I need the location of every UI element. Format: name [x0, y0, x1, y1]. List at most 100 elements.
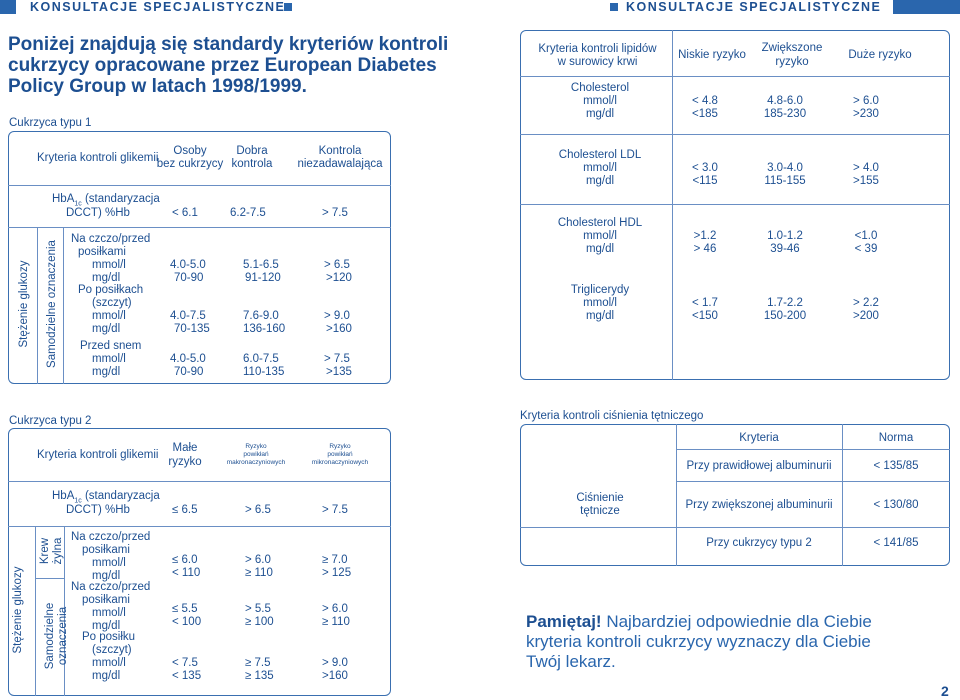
type1-row1-m-poor: > 6.5	[324, 259, 350, 271]
lipids-row4-m-low: < 1.7	[692, 297, 718, 309]
type2-row1-label-2: posiłkami	[82, 544, 130, 556]
header-left-square	[284, 3, 292, 11]
type2-low-header-2: ryzyko	[168, 456, 202, 468]
header-right-title: KONSULTACJE SPECJALISTYCZNE	[626, 0, 882, 14]
type2-row2-g-low: < 100	[172, 616, 202, 628]
bp-row2-label: Przy zwiększonej albuminurii	[685, 499, 833, 511]
type2-row3-label-1: Po posiłku	[82, 631, 136, 643]
type2-row1-m-micro: ≥ 7.0	[322, 554, 348, 566]
type2-row3-g-macro: ≥ 135	[245, 670, 274, 682]
lipids-row3-name: Cholesterol HDL	[557, 217, 643, 229]
type2-row1-label-4: mg/dl	[92, 570, 121, 582]
type2-side-self-label-1: Samodzielne	[44, 602, 56, 670]
type1-side-inner-label: Samodzielne oznaczenia	[46, 240, 58, 368]
bp-title: Kryteria kontroli ciśnienia tętniczego	[520, 410, 704, 422]
lipids-row3-g-mid: 39-46	[770, 243, 800, 255]
type1-side-outer-label: Stężenie glukozy	[18, 260, 30, 348]
type1-row1-m-good: 5.1-6.5	[243, 259, 279, 271]
type2-row3-m-micro: > 9.0	[322, 657, 348, 669]
bp-row2-value: < 130/80	[873, 499, 919, 511]
type2-hba-val-macro: > 6.5	[245, 504, 271, 516]
type2-micro-header-1: Ryzyko	[329, 443, 351, 450]
bp-row3-value: < 141/85	[873, 537, 919, 549]
lipids-row1-g-mid: 185-230	[763, 108, 807, 120]
lipids-row4-unit-g: mg/dl	[585, 310, 615, 322]
type1-head-divider	[8, 185, 391, 186]
bp-row-divider-2	[520, 527, 950, 528]
type1-row1-g-normal: 70-90	[174, 272, 204, 284]
type2-macro-header-2: powikłań	[243, 451, 269, 458]
type1-row3-g-good: 110-135	[243, 366, 285, 378]
type1-row3-label-4: mg/dl	[92, 366, 121, 378]
remember-bold: Pamiętaj!	[526, 612, 602, 631]
lipids-mid-header-2: ryzyko	[775, 56, 809, 68]
type2-row1-label-1: Na czczo/przed	[71, 531, 151, 543]
type2-low-header-1: Małe	[172, 442, 198, 454]
lipids-row4-unit-m: mmol/l	[583, 297, 617, 309]
type2-hba-divider	[8, 526, 391, 527]
type1-criteria-header: Kryteria kontroli glikemii	[37, 152, 159, 164]
lipids-row2-m-high: > 4.0	[853, 162, 879, 174]
type1-row2-label-3: mmol/l	[92, 310, 126, 322]
type1-row2-m-normal: 4.0-7.5	[170, 310, 206, 322]
type2-row1-label-3: mmol/l	[92, 557, 126, 569]
lipids-row1-unit-g: mg/dl	[585, 108, 615, 120]
bp-row1-value: < 135/85	[873, 460, 919, 472]
remember-line-3: Twój lekarz.	[526, 652, 616, 671]
lipids-low-header: Niskie ryzyko	[678, 49, 746, 61]
type1-good-header-2: kontrola	[231, 158, 273, 170]
lipids-row2-unit-g: mg/dl	[585, 175, 615, 187]
type1-row1-label-2: posiłkami	[78, 246, 126, 258]
type1-row3-m-normal: 4.0-5.0	[170, 353, 206, 365]
lipids-table	[520, 30, 950, 380]
type2-row2-label-4: mg/dl	[92, 620, 121, 632]
lipids-row4-name: Triglicerydy	[570, 284, 630, 296]
type1-side-divider-outer	[37, 227, 38, 384]
bp-side-label-1: Ciśnienie	[576, 492, 624, 504]
lipids-row4-m-mid: 1.7-2.2	[767, 297, 803, 309]
lipids-divider-2	[520, 204, 950, 205]
intro-text: Poniżej znajdują się standardy kryteriów…	[8, 34, 448, 97]
type1-row2-m-poor: > 9.0	[324, 310, 350, 322]
lipids-col-divider-1	[672, 30, 673, 380]
lipids-row3-m-high: <1.0	[854, 230, 878, 242]
type1-row1-label-4: mg/dl	[92, 272, 121, 284]
intro-line-3: Policy Group w latach 1998/1999.	[8, 76, 307, 97]
type2-row2-label-3: mmol/l	[92, 607, 126, 619]
type2-row2-m-micro: > 6.0	[322, 603, 348, 615]
lipids-row4-g-low: <150	[692, 310, 718, 322]
type1-normal-header-1: Osoby	[173, 145, 207, 157]
lipids-row1-name: Cholesterol	[570, 82, 630, 94]
lipids-row1-m-low: < 4.8	[692, 95, 718, 107]
lipids-divider-1	[520, 134, 950, 135]
bp-col-divider-2	[842, 424, 843, 566]
type1-row2-m-good: 7.6-9.0	[243, 310, 279, 322]
type1-row2-label-1: Po posiłkach	[78, 284, 144, 296]
lipids-row2-g-high: >155	[853, 175, 879, 187]
type1-row3-g-poor: >135	[326, 366, 352, 378]
type2-row2-g-macro: ≥ 100	[245, 616, 274, 628]
lipids-mid-header-1: Zwiększone	[761, 42, 823, 54]
lipids-row3-m-mid: 1.0-1.2	[767, 230, 803, 242]
header-left-title: KONSULTACJE SPECJALISTYCZNE	[30, 0, 286, 14]
lipids-row3-m-low: >1.2	[693, 230, 717, 242]
lipids-criteria-header-2: w surowicy krwi	[557, 56, 638, 68]
lipids-row4-g-mid: 150-200	[763, 310, 807, 322]
lipids-row1-unit-m: mmol/l	[583, 95, 617, 107]
type1-normal-header-2: bez cukrzycy	[156, 158, 224, 170]
type1-hba-label-1: HbA1c (standaryzacja	[52, 193, 160, 208]
remember-text-1: Najbardziej odpowiednie dla Ciebie	[601, 612, 872, 631]
type1-good-header-1: Dobra	[236, 145, 268, 157]
type2-hba-label-2: DCCT) %Hb	[66, 504, 130, 516]
type2-row3-m-macro: ≥ 7.5	[245, 657, 271, 669]
type2-micro-header: Ryzyko powikłań mikronaczyniowych	[304, 443, 376, 467]
type2-side-divider-outer	[35, 526, 36, 696]
type2-row3-m-low: < 7.5	[172, 657, 198, 669]
lipids-row3-g-high: < 39	[854, 243, 878, 255]
lipids-row2-unit-m: mmol/l	[583, 162, 617, 174]
bp-row-divider-1	[676, 481, 950, 482]
remember-line-2: kryteria kontroli cukrzycy wyznaczy dla …	[526, 632, 871, 651]
lipids-head-divider	[520, 76, 950, 77]
lipids-row4-m-high: > 2.2	[853, 297, 879, 309]
type2-row3-g-micro: >160	[322, 670, 348, 682]
